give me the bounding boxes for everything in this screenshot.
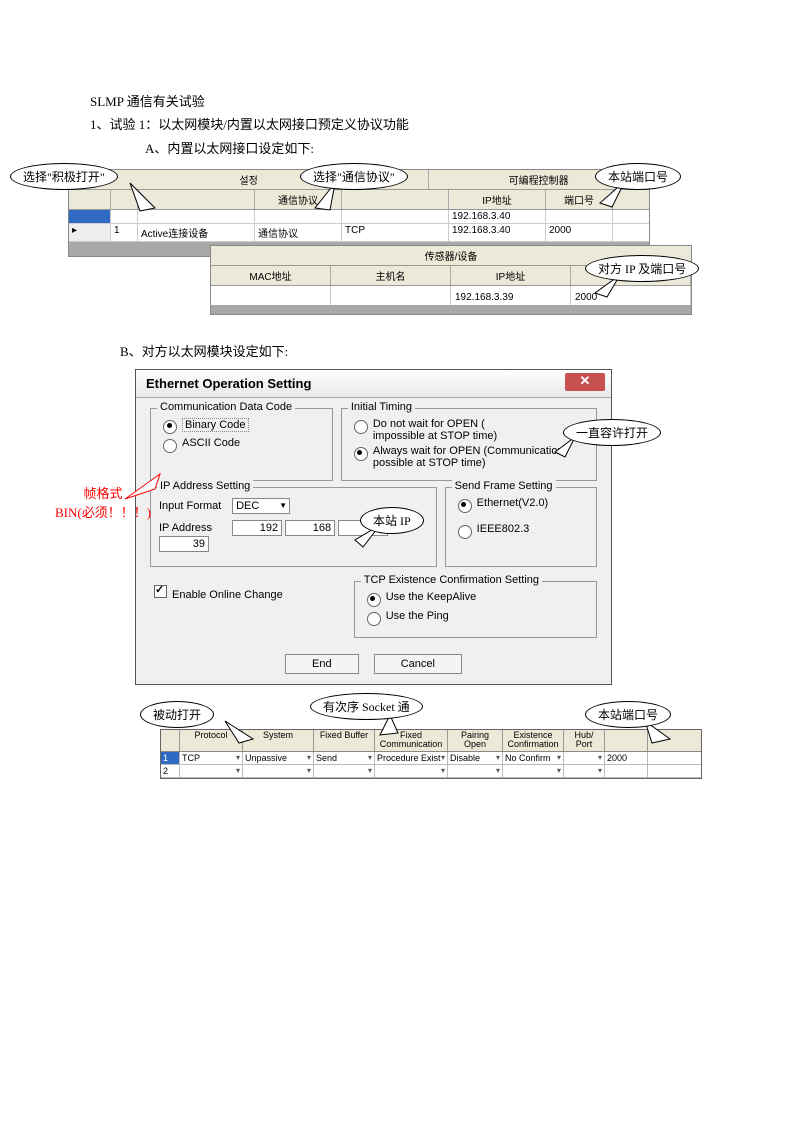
callout-local-ip: 本站 IP: [360, 507, 424, 534]
item-a: A、内置以太网接口设定如下:: [145, 137, 723, 160]
radio-ping[interactable]: [367, 612, 381, 626]
ip-octet-4[interactable]: 39: [159, 536, 209, 552]
ip-octet-2[interactable]: 168: [285, 520, 335, 536]
callout-protocol: 选择"通信协议": [300, 163, 408, 190]
ip-octet-1[interactable]: 192: [232, 520, 282, 536]
format-select[interactable]: DEC: [232, 498, 290, 514]
radio-nowait[interactable]: [354, 420, 368, 434]
checkbox-online[interactable]: [154, 585, 167, 598]
end-button[interactable]: End: [285, 654, 359, 674]
figure-dialog: Ethernet Operation Setting ✕ Communicati…: [135, 369, 723, 685]
figure-table2: 传感器/设备 MAC地址 主机名 IP地址 端口号 192.168.3.39 2…: [210, 245, 723, 325]
callout-local-port: 本站端口号: [595, 163, 681, 190]
row-selector[interactable]: [69, 210, 111, 223]
radio-binary[interactable]: [163, 420, 177, 434]
figure-table1: 설정 可编程控制器 通信协议 IP地址 端口号 192.168.3.40 ▸ 1…: [40, 165, 763, 240]
radio-ascii[interactable]: [163, 439, 177, 453]
dialog-title: Ethernet Operation Setting ✕: [136, 370, 611, 398]
callout-always-open: 一直容许打开: [563, 419, 661, 446]
radio-keepalive[interactable]: [367, 593, 381, 607]
figure-table3: Protocol System Fixed Buffer Fixed Commu…: [80, 705, 753, 780]
callout-passive: 被动打开: [140, 701, 214, 728]
radio-ieee[interactable]: [458, 525, 472, 539]
close-button[interactable]: ✕: [565, 373, 605, 391]
cancel-button[interactable]: Cancel: [374, 654, 462, 674]
radio-ethernet[interactable]: [458, 499, 472, 513]
callout-socket: 有次序 Socket 通: [310, 693, 423, 720]
heading: SLMP 通信有关试验: [90, 90, 723, 113]
item-1: 1、试验 1：以太网模块/内置以太网接口预定义协议功能: [90, 113, 723, 136]
radio-always[interactable]: [354, 447, 368, 461]
callout-active-open: 选择"积极打开": [10, 163, 118, 190]
callout-local-port-2: 本站端口号: [585, 701, 671, 728]
item-b: B、对方以太网模块设定如下:: [120, 340, 723, 363]
